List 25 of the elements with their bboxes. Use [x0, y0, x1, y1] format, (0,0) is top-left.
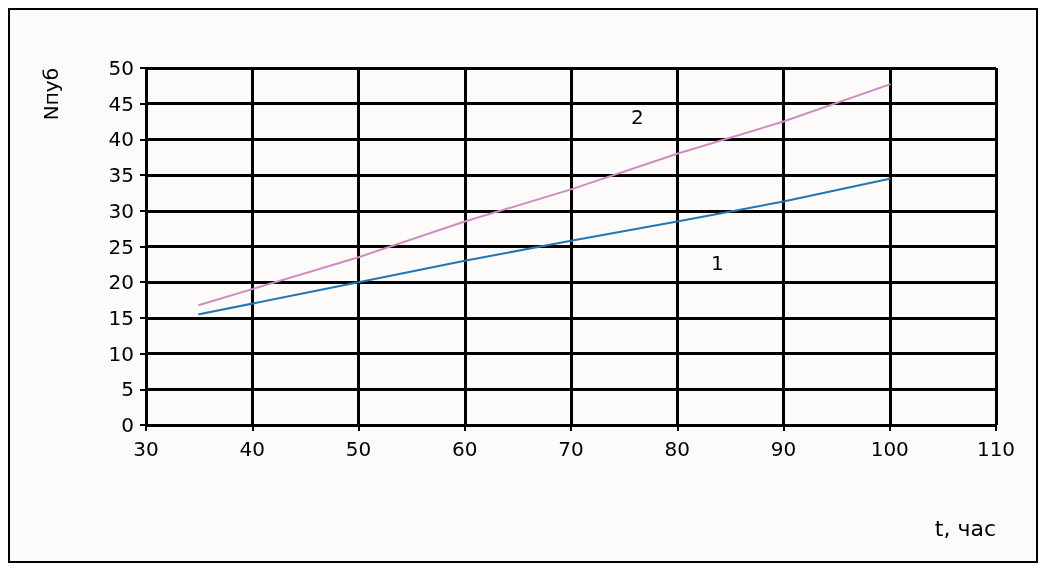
x-tick-label: 110: [976, 437, 1016, 461]
x-tick-label: 40: [239, 437, 265, 461]
y-tick-label: 40: [108, 127, 134, 152]
y-tick-label: 35: [108, 163, 134, 188]
y-tick-label: 15: [108, 305, 134, 330]
line-series: [198, 177, 891, 316]
y-tick-label: 50: [108, 56, 134, 80]
line-series: [198, 83, 891, 307]
series-label: 2: [630, 104, 644, 129]
x-tick-label: 60: [452, 437, 478, 461]
y-tick-label: 0: [121, 413, 134, 437]
y-tick-label: 20: [108, 270, 134, 295]
y-tick-label: 30: [108, 198, 134, 223]
y-tick-label: 10: [108, 341, 134, 366]
y-tick-label: 45: [108, 91, 134, 116]
x-tick-label: 100: [870, 437, 909, 461]
x-tick-label: 70: [558, 437, 584, 461]
x-tick-label: 50: [345, 437, 372, 461]
x-tick-label: 80: [664, 437, 690, 461]
x-tick-label: 90: [770, 437, 797, 461]
y-axis-title: Nпуб: [39, 68, 63, 121]
y-tick-label: 25: [108, 234, 134, 259]
series-label: 1: [710, 250, 724, 275]
x-axis-title: t, час: [934, 515, 996, 541]
y-tick-label: 5: [121, 377, 134, 402]
